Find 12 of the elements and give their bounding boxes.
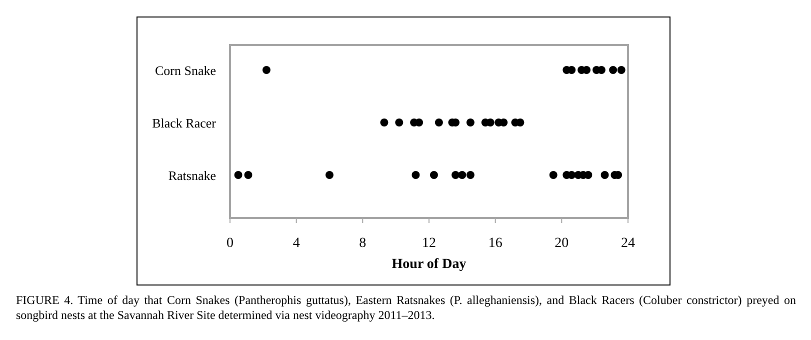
y-tick-label: Corn Snake bbox=[154, 63, 216, 78]
x-tick-label: 0 bbox=[226, 236, 234, 251]
x-tick-label: 4 bbox=[292, 236, 300, 251]
caption: FIGURE 4. Time of day that Corn Snakes (Pantherophis guttatus), Eastern Ratsnakes (P. alleghaniensis), and Black Racers (Coluber constrictor) preyed on songbird nests at the Savannah River Site determined via nest videography 2011–2013. bbox=[16, 293, 796, 323]
y-tick-label: Black Racer bbox=[152, 116, 217, 130]
x-tick-label: 20 bbox=[554, 236, 569, 251]
x-tick-label: 8 bbox=[359, 236, 366, 251]
x-tick-label: 12 bbox=[422, 236, 436, 251]
x-tick-label: 24 bbox=[621, 236, 635, 251]
x-tick-label: 16 bbox=[488, 236, 502, 251]
x-axis-title: Hour of Day bbox=[392, 257, 466, 272]
y-tick-label: Ratsnake bbox=[168, 168, 216, 183]
